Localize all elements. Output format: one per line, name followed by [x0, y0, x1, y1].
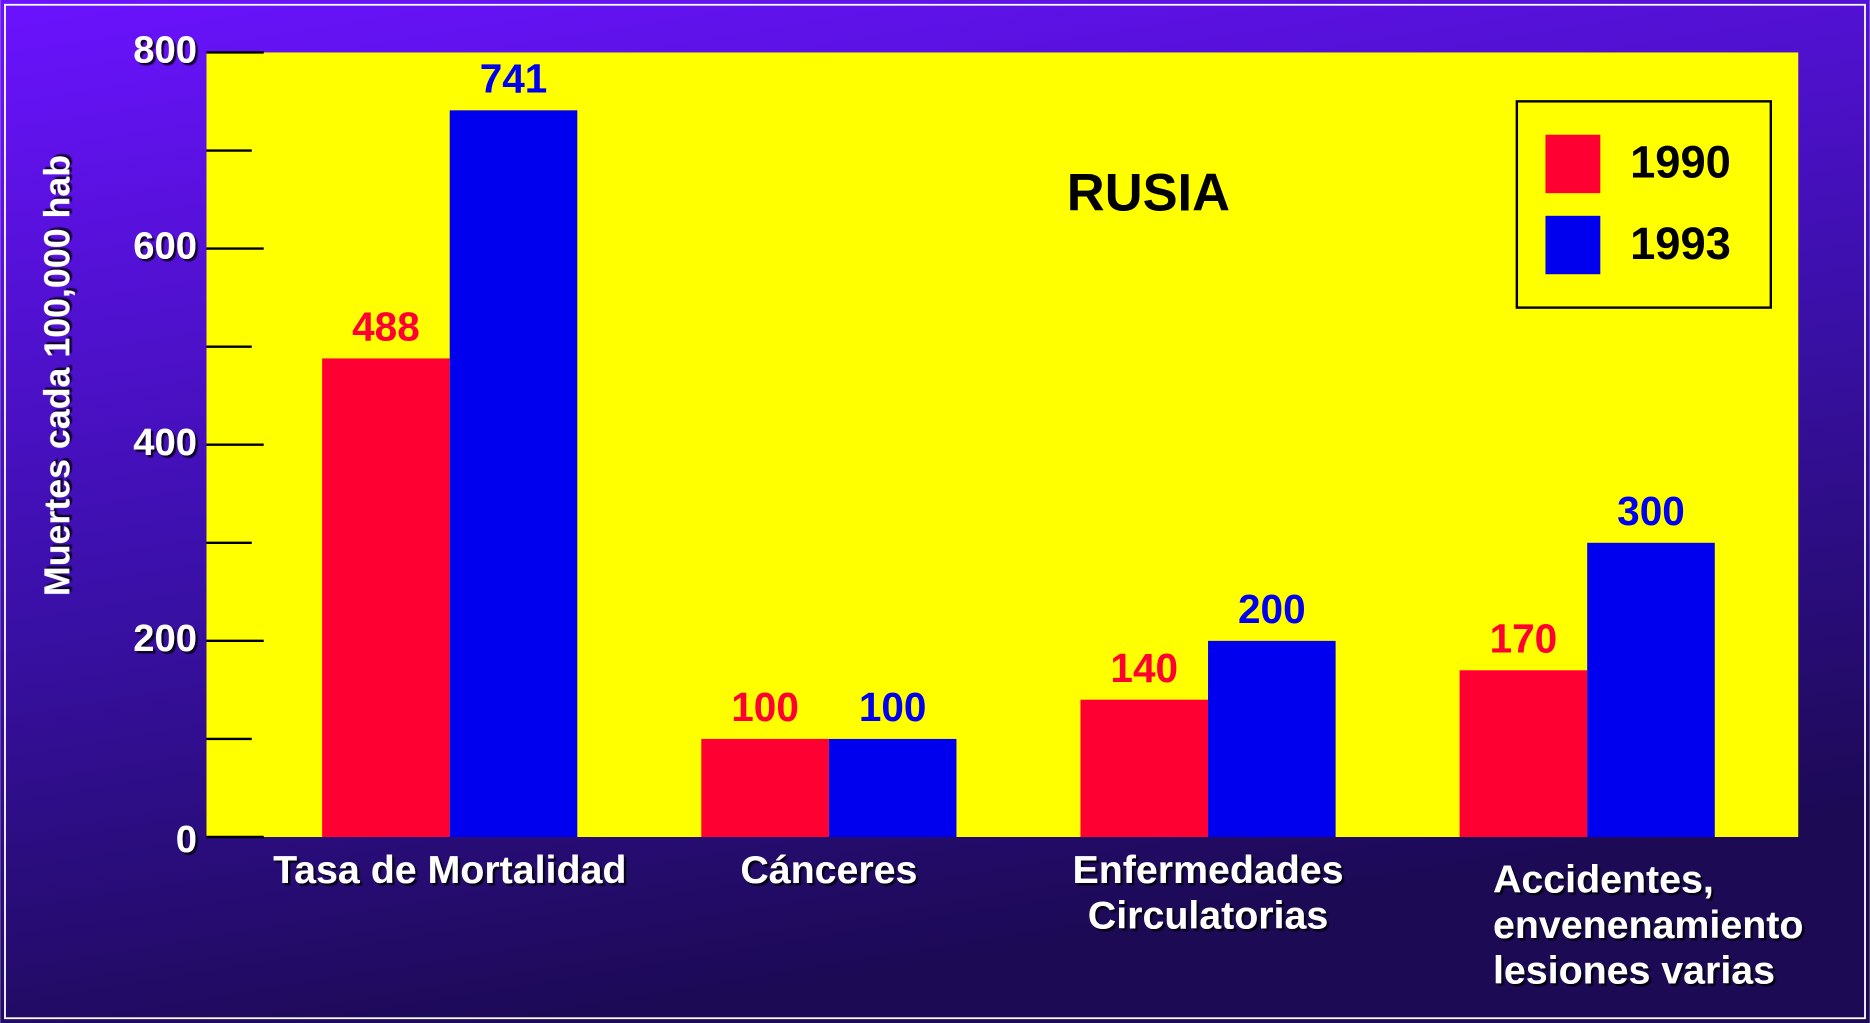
x-tick-label: Enfermedades — [1073, 848, 1344, 892]
legend-swatch — [1545, 134, 1601, 194]
bar — [1459, 670, 1588, 837]
data-label: 100 — [859, 684, 927, 730]
bar — [1080, 699, 1209, 837]
data-label: 300 — [1617, 488, 1685, 534]
x-tick-label: Tasa de Mortalidad — [273, 848, 626, 892]
x-tick-label: envenenamiento — [1493, 903, 1803, 947]
y-axis-label: Muertes cada 100,000 hab — [37, 155, 77, 596]
x-tick-label: lesiones varias — [1493, 948, 1775, 992]
bar — [828, 738, 957, 837]
legend-swatch — [1545, 215, 1601, 275]
data-label: 741 — [480, 55, 548, 101]
x-tick-label: Cánceres — [740, 848, 917, 892]
bar — [322, 358, 450, 837]
y-tick-label: 200 — [133, 617, 197, 660]
data-label: 140 — [1110, 645, 1178, 691]
bar — [1587, 542, 1715, 837]
frame — [4, 3, 1866, 1020]
chart-title: RUSIA — [1067, 165, 1230, 223]
bar — [1208, 640, 1336, 837]
data-label: 170 — [1490, 615, 1558, 661]
bar — [701, 738, 829, 837]
y-tick-label: 600 — [133, 225, 197, 268]
legend-label: 1993 — [1630, 218, 1731, 269]
data-label: 488 — [352, 304, 420, 350]
bar — [449, 110, 578, 838]
y-tick-label: 0 — [176, 818, 197, 861]
x-tick-label: Circulatorias — [1088, 893, 1328, 937]
legend-label: 1990 — [1630, 137, 1731, 188]
data-label: 200 — [1238, 586, 1306, 632]
legend-box — [1515, 100, 1772, 309]
y-tick-label: 400 — [133, 421, 197, 464]
data-label: 100 — [731, 684, 799, 730]
y-tick-label: 800 — [133, 29, 197, 72]
x-tick-label: Accidentes, — [1493, 858, 1714, 902]
